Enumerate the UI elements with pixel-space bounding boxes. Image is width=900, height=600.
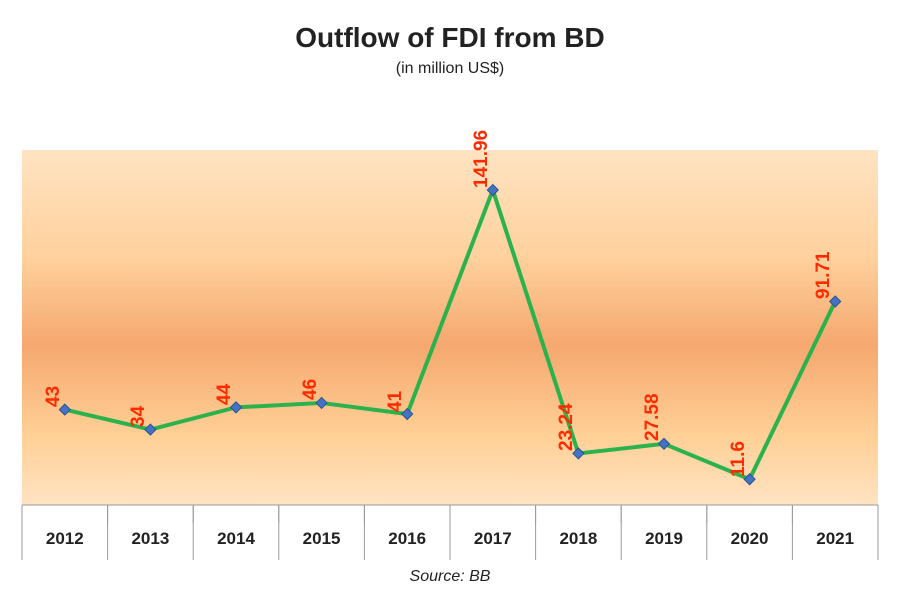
data-label: 23.24 [556, 403, 578, 451]
data-label: 141.96 [471, 129, 493, 187]
data-label: 27.58 [642, 394, 664, 442]
x-tick-label: 2014 [217, 529, 255, 549]
data-label: 43 [43, 386, 65, 407]
x-tick-label: 2018 [559, 529, 597, 549]
x-tick-label: 2012 [46, 529, 84, 549]
data-label: 46 [300, 379, 322, 400]
data-label: 34 [128, 406, 150, 427]
x-tick-label: 2019 [645, 529, 683, 549]
x-tick-label: 2016 [388, 529, 426, 549]
x-tick-label: 2015 [303, 529, 341, 549]
data-label: 41 [385, 390, 407, 411]
data-label: 44 [214, 384, 236, 405]
chart-source: Source: BB [0, 568, 900, 586]
chart-title: Outflow of FDI from BD [0, 22, 900, 54]
title-area: Outflow of FDI from BD (in million US$) [0, 22, 900, 78]
x-tick-label: 2020 [731, 529, 769, 549]
x-tick-label: 2017 [474, 529, 512, 549]
chart-subtitle: (in million US$) [0, 60, 900, 78]
x-tick-label: 2021 [816, 529, 854, 549]
x-tick-label: 2013 [131, 529, 169, 549]
line-chart: Outflow of FDI from BD (in million US$) … [0, 0, 900, 600]
data-label: 11.6 [728, 441, 750, 477]
data-label: 91.71 [813, 251, 835, 299]
chart-svg [0, 0, 900, 600]
